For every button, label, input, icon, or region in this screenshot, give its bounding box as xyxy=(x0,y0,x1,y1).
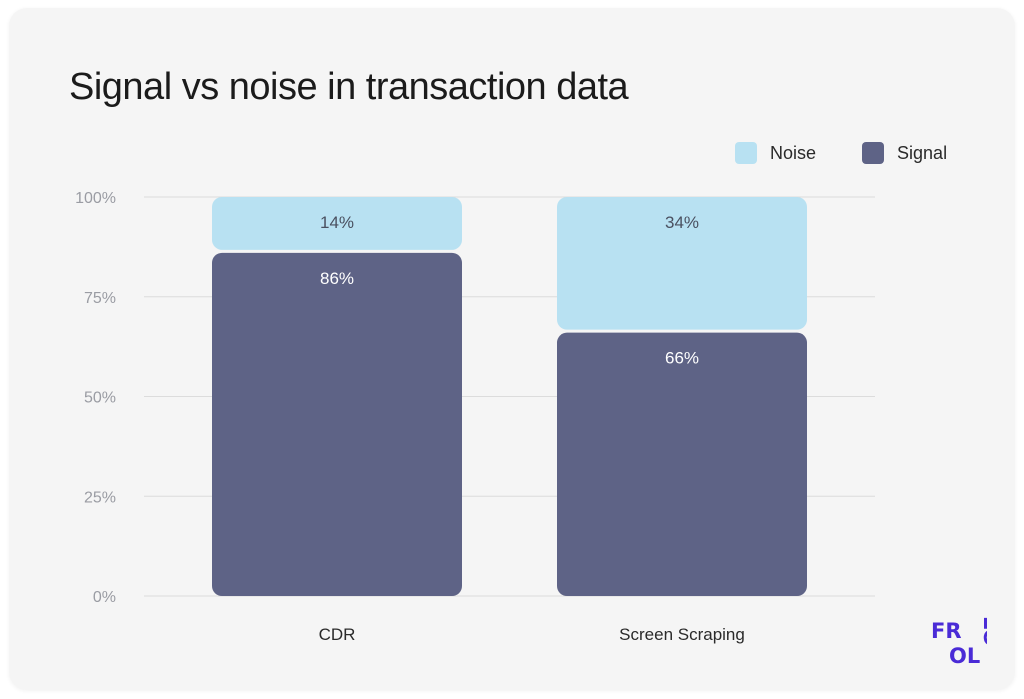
y-tick-label: 100% xyxy=(75,190,116,207)
logo-text-ol: OL xyxy=(949,644,980,666)
y-tick-label: 0% xyxy=(93,589,116,606)
legend-label-signal: Signal xyxy=(897,142,948,163)
y-tick-label: 75% xyxy=(84,290,116,307)
x-tick-label: Screen Scraping xyxy=(619,625,745,644)
y-tick-label: 50% xyxy=(84,390,116,407)
bar-signal-cdr xyxy=(212,252,462,597)
legend-item-signal: Signal xyxy=(862,142,947,164)
legend-label-noise: Noise xyxy=(770,142,817,163)
frollo-logo: FR OL LO xyxy=(931,616,987,666)
data-label-signal: 86% xyxy=(320,269,354,288)
legend-item-noise: Noise xyxy=(735,142,816,164)
legend-swatch-noise xyxy=(735,142,757,164)
bar-signal-screen-scraping xyxy=(557,332,807,596)
x-tick-label: CDR xyxy=(319,625,356,644)
logo-text-lo: LO xyxy=(979,616,987,647)
data-label-signal: 66% xyxy=(665,349,699,368)
bar-noise-cdr xyxy=(212,197,462,250)
y-tick-label: 25% xyxy=(84,489,116,506)
legend: Noise Signal xyxy=(735,142,947,164)
data-label-noise: 34% xyxy=(665,213,699,232)
data-label-noise: 14% xyxy=(320,213,354,232)
chart-card: Signal vs noise in transaction data Nois… xyxy=(9,8,1015,690)
stacked-bar-chart: 0% 25% 50% 75% 100% 86% 14% CDR 66% 34% Screen Scr… xyxy=(75,190,875,644)
logo-text-fr: FR xyxy=(931,619,962,643)
legend-swatch-signal xyxy=(862,142,885,164)
bar-noise-screen-scraping xyxy=(557,197,807,330)
chart-title: Signal vs noise in transaction data xyxy=(69,66,629,108)
